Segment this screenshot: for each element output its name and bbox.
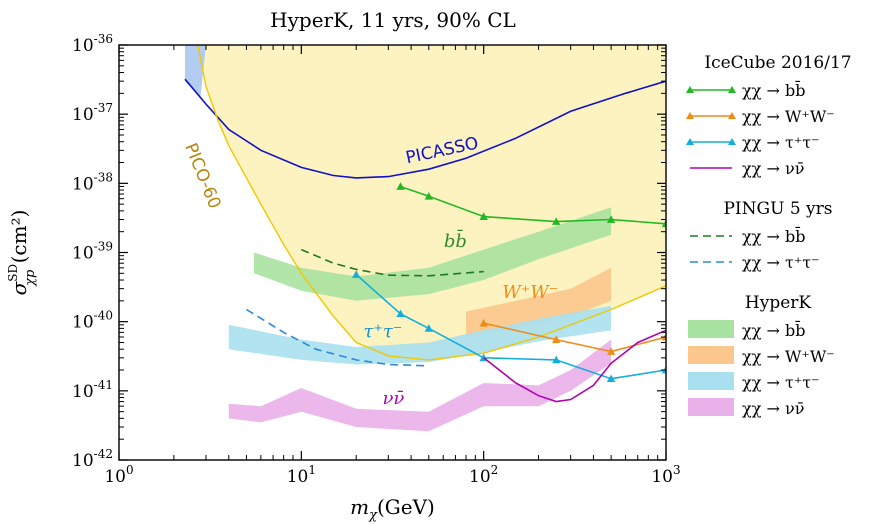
band-2	[228, 305, 612, 365]
marker-2-3	[552, 217, 561, 225]
series-line-0	[184, 78, 666, 179]
y-axis-label-text: σSD χp (cm²)	[6, 210, 38, 296]
marker-4-4	[552, 355, 561, 364]
y-tick-label: 10-42	[72, 447, 113, 471]
marker-3-1	[552, 335, 561, 343]
x-axis-label-text: mχ(GeV)	[350, 495, 435, 523]
legend-entry-0-0-marker-0	[686, 86, 694, 93]
x-tick-label: 102	[469, 463, 498, 487]
series-line-7	[245, 308, 429, 367]
legend-entry-0-1-label: χχ → W⁺W⁻	[742, 107, 835, 126]
legend-entry-1-1-label: χχ → τ⁺τ⁻	[742, 253, 820, 272]
annotation-2: bb̄	[444, 228, 467, 252]
legend-entry-2-0-label: χχ → bb̄	[742, 319, 805, 340]
y-axis-label: σSD χp (cm²)	[6, 210, 38, 296]
legend-entry-0-0-marker-1	[728, 86, 736, 93]
legend-entry-0-3-label: χχ → νν̄	[742, 159, 804, 178]
legend-entry-0-0-label: χχ → bb̄	[742, 79, 805, 100]
band-3	[228, 339, 612, 432]
legend-entry-1-0-label: χχ → bb̄	[742, 225, 805, 246]
x-tick-label: 101	[287, 463, 316, 487]
y-tick-label: 10-37	[72, 101, 113, 125]
legend-entry-2-2-label: χχ → τ⁺τ⁻	[742, 373, 820, 392]
series-line-5	[483, 329, 666, 403]
series-line-3	[483, 322, 666, 353]
marker-3-2	[606, 347, 616, 355]
legend-entry-0-2-label: χχ → τ⁺τ⁻	[742, 133, 820, 152]
chart-title: HyperK, 11 yrs, 90% CL	[270, 8, 516, 32]
legend-entry-0-1-marker-1	[728, 112, 736, 119]
marker-4-2	[424, 324, 433, 332]
series-line-1	[197, 45, 666, 361]
annotation-4: τ⁺τ⁻	[363, 321, 402, 342]
marker-2-4	[606, 215, 616, 223]
series-line-2	[400, 185, 666, 225]
y-tick-label: 10-38	[72, 170, 113, 194]
legend-entry-2-0-swatch	[688, 320, 734, 338]
marker-2-2	[479, 212, 488, 220]
annotation-5: νν̄	[382, 388, 404, 409]
marker-2-0	[396, 182, 405, 190]
legend-entry-0-2-marker-0	[686, 138, 694, 145]
marker-4-0	[352, 270, 361, 278]
legend-entry-2-1-label: χχ → W⁺W⁻	[742, 347, 835, 366]
legend-entry-2-1-swatch	[688, 346, 734, 364]
y-tick-label: 10-41	[72, 378, 113, 402]
annotation-3: W⁺W⁻	[502, 282, 558, 303]
legend: IceCube 2016/17 χχ → bb̄ χχ → W⁺W⁻ χχ → τ⁺τ…	[686, 53, 852, 418]
legend-entry-2-2-swatch	[688, 372, 734, 390]
legend-entry-2-3-swatch	[688, 398, 734, 416]
marker-2-5	[661, 219, 666, 228]
legend-entry-0-1-marker-0	[686, 112, 694, 119]
x-tick-label: 100	[104, 463, 133, 487]
x-axis-label: mχ(GeV)	[350, 495, 435, 523]
legend-header-2: HyperK	[745, 293, 811, 313]
band-1	[466, 267, 612, 337]
legend-header-0: IceCube 2016/17	[704, 53, 851, 73]
marker-2-1	[424, 192, 433, 200]
y-tick-label: 10-39	[72, 240, 113, 264]
marker-4-1	[396, 309, 405, 318]
series-line-6	[300, 248, 484, 277]
legend-header-1: PINGU 5 yrs	[723, 199, 832, 219]
legend-entry-0-2-marker-1	[728, 138, 736, 145]
marker-4-5	[606, 374, 616, 383]
band-0	[254, 207, 612, 301]
annotation-1: PICO-60	[180, 140, 224, 211]
legend-entry-2-3-label: χχ → νν̄	[742, 399, 804, 418]
y-tick-label: 10-40	[72, 309, 113, 333]
y-tick-label: 10-36	[72, 32, 113, 56]
marker-3-0	[479, 319, 488, 327]
x-tick-label: 103	[651, 463, 680, 487]
